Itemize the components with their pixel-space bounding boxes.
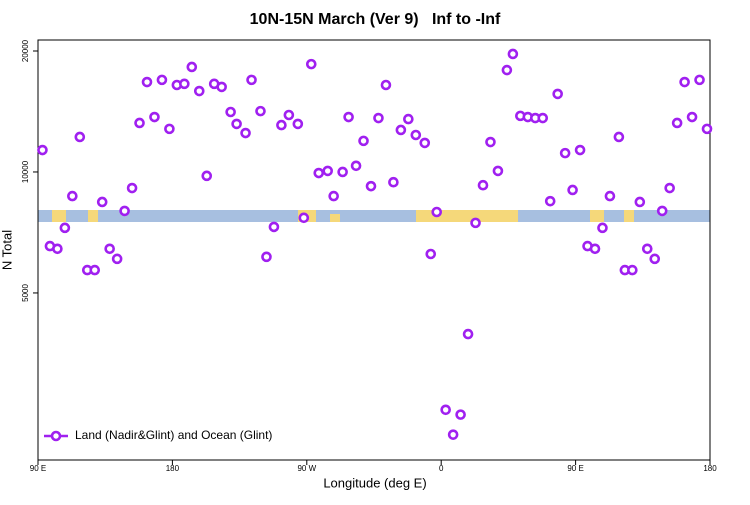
point: [634, 196, 646, 208]
point: [298, 212, 310, 224]
y-tick-label: 5000: [21, 284, 30, 302]
point: [701, 123, 713, 135]
point: [261, 251, 272, 263]
point: [365, 180, 377, 192]
x-tick-label: 0: [439, 464, 444, 473]
point: [186, 61, 198, 73]
x-tick-label: 90 E: [30, 464, 46, 473]
point: [313, 167, 325, 179]
point: [225, 106, 236, 118]
point: [686, 111, 698, 123]
point: [641, 243, 653, 255]
point: [268, 221, 280, 233]
point: [567, 184, 578, 196]
point: [589, 243, 601, 255]
point: [305, 58, 317, 70]
point: [627, 264, 638, 276]
y-tick-label: 20000: [21, 39, 30, 62]
point: [343, 111, 354, 123]
point: [59, 222, 71, 234]
point: [74, 131, 86, 143]
point: [492, 165, 504, 177]
point: [89, 264, 101, 276]
point: [419, 137, 431, 149]
point: [141, 76, 153, 88]
point: [231, 118, 242, 130]
point: [193, 85, 205, 97]
point: [395, 124, 407, 136]
map-band: [38, 210, 710, 222]
point: [679, 76, 690, 88]
point: [96, 196, 108, 208]
point: [671, 117, 683, 129]
point: [134, 117, 145, 129]
point: [507, 48, 519, 60]
point: [216, 81, 227, 93]
point: [552, 88, 563, 100]
point: [613, 131, 625, 143]
point: [337, 166, 348, 178]
point: [37, 144, 48, 156]
x-tick-label: 90 E: [567, 464, 583, 473]
point: [358, 135, 369, 147]
point: [373, 112, 384, 124]
point: [67, 190, 78, 202]
y-tick-label: 10000: [21, 160, 30, 183]
point: [111, 253, 123, 265]
point: [462, 328, 474, 340]
point: [388, 176, 399, 188]
x-axis-label: Longitude (deg E): [323, 475, 426, 490]
point: [425, 248, 437, 260]
point: [104, 243, 115, 255]
point: [164, 123, 175, 135]
point: [380, 79, 392, 91]
point: [328, 190, 339, 202]
point: [322, 165, 334, 177]
legend-label: Land (Nadir&Glint) and Ocean (Glint): [75, 428, 272, 442]
y-axis-label: N Total: [0, 230, 14, 270]
point: [694, 74, 705, 86]
point: [604, 190, 616, 202]
point: [501, 64, 513, 76]
point: [597, 222, 608, 234]
x-tick-label: 180: [703, 464, 717, 473]
point: [156, 74, 168, 86]
x-tick-label: 180: [166, 464, 180, 473]
point: [447, 429, 459, 440]
point: [201, 170, 213, 182]
point: [477, 179, 489, 191]
point: [431, 206, 443, 218]
point: [455, 409, 466, 420]
point: [656, 205, 668, 217]
point: [52, 243, 63, 255]
point: [559, 147, 571, 159]
point: [440, 404, 451, 416]
point: [544, 195, 556, 207]
point: [403, 113, 414, 125]
point: [276, 119, 287, 131]
point: [126, 182, 138, 194]
point: [664, 182, 675, 194]
point: [470, 217, 481, 229]
point: [410, 129, 422, 141]
point: [292, 118, 304, 130]
point: [350, 160, 362, 172]
point: [240, 127, 251, 139]
x-tick-label: 90 W: [297, 464, 316, 473]
plot-frame: [37, 39, 711, 461]
chart-title: 10N-15N March (Ver 9) Inf to -Inf: [250, 11, 501, 28]
point: [574, 144, 586, 156]
legend-marker: [50, 430, 62, 442]
point: [649, 253, 661, 265]
point: [119, 205, 130, 217]
point: [283, 109, 295, 121]
point: [179, 78, 190, 90]
point: [485, 136, 496, 148]
point: [246, 74, 257, 86]
point: [537, 112, 549, 124]
point: [149, 111, 160, 123]
point: [255, 105, 266, 117]
